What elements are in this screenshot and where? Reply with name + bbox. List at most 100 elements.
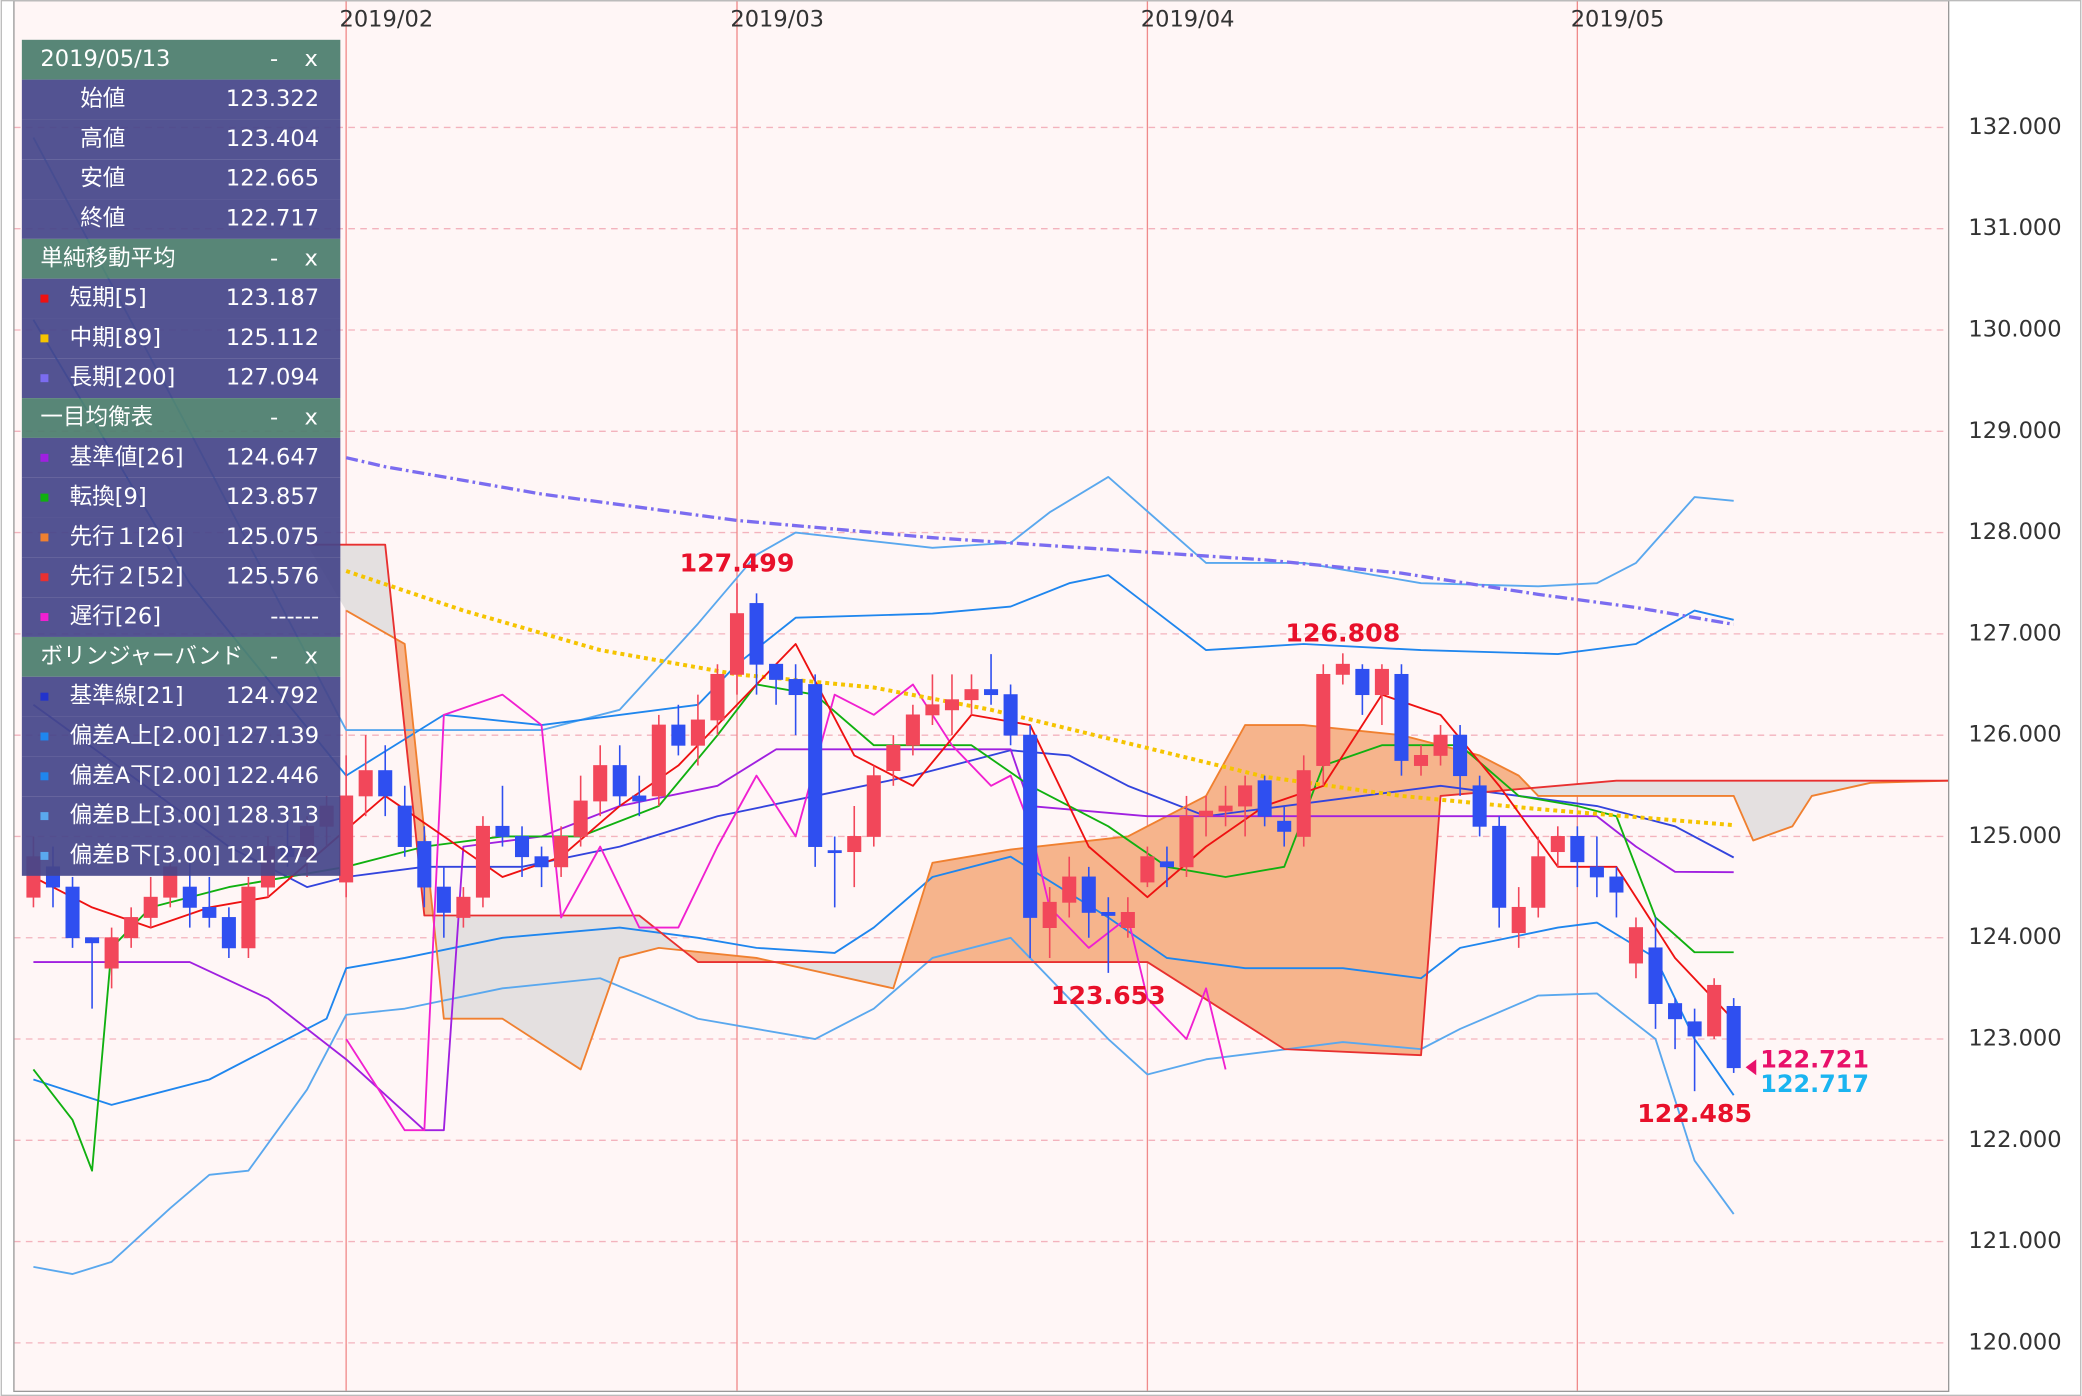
candle-body: [1003, 694, 1018, 736]
candle-body: [1511, 906, 1526, 934]
candle-body: [1472, 785, 1487, 827]
panel-close[interactable]: x: [305, 46, 318, 72]
panel-minimize[interactable]: -: [270, 643, 278, 669]
candle-body: [397, 805, 412, 847]
panel-row-label: 高値: [80, 126, 125, 152]
candle-body: [1570, 836, 1585, 863]
panel-header-title: 単純移動平均: [40, 245, 175, 271]
y-tick-label: 132.000: [1968, 114, 2061, 140]
candle-body: [1062, 876, 1077, 903]
legend-swatch: [40, 573, 49, 582]
panel-row-value: 125.075: [226, 524, 319, 550]
candle-body: [1081, 876, 1096, 913]
legend-swatch: [40, 294, 49, 303]
panel-minimize[interactable]: -: [270, 245, 278, 271]
panel-row-label: 中期[89]: [70, 325, 161, 351]
candle-body: [514, 836, 530, 858]
candle-body: [964, 689, 979, 701]
legend-swatch: [40, 334, 49, 343]
indicator-line: [33, 855, 1735, 1106]
panel-row-label: 偏差B下[3.00]: [70, 842, 221, 868]
panel-row: [21, 716, 341, 757]
candle-body: [671, 724, 686, 746]
candle-body: [1101, 912, 1116, 916]
candle-body: [143, 896, 158, 918]
legend-swatch: [40, 374, 49, 383]
candle-body: [417, 841, 432, 888]
panel-row-value: 122.717: [226, 205, 319, 231]
y-tick-label: 131.000: [1968, 215, 2061, 241]
legend-swatch: [40, 851, 49, 860]
candle-body: [456, 896, 471, 918]
panel-row-value: 122.446: [226, 763, 319, 789]
panel-row-label: 偏差A上[2.00]: [70, 723, 221, 749]
legend-swatch: [40, 772, 49, 781]
candle-body: [1589, 866, 1604, 878]
candle-body: [1531, 856, 1546, 908]
candle-body: [690, 719, 705, 746]
candle-body: [729, 613, 745, 675]
candle-body: [710, 673, 725, 721]
legend-swatch: [40, 692, 49, 701]
candle-body: [1453, 734, 1468, 777]
candle-body: [378, 770, 393, 797]
candle-body: [1179, 815, 1194, 868]
y-tick-label: 123.000: [1968, 1026, 2061, 1052]
candle-body: [1218, 805, 1233, 812]
legend-swatch: [40, 613, 49, 622]
panel-row-label: 遅行[26]: [70, 604, 161, 630]
panel-minimize[interactable]: -: [270, 405, 278, 431]
panel-row-value: ------: [270, 604, 319, 630]
candle-body: [1120, 912, 1135, 928]
panel-header-title: ボリンジャーバンド: [40, 643, 243, 669]
price-marker-label: 122.721: [1760, 1046, 1869, 1074]
candle-body: [475, 825, 490, 898]
candle-body: [1628, 927, 1644, 964]
panel-close[interactable]: x: [305, 405, 318, 431]
panel-row: [21, 676, 341, 717]
panel-row: [21, 836, 341, 876]
legend-swatch: [40, 533, 49, 542]
panel-minimize[interactable]: -: [270, 46, 278, 72]
panel-row-value: 124.647: [226, 444, 319, 470]
panel-row: [21, 278, 341, 319]
panel-row: [21, 796, 341, 837]
indicator-line: [345, 609, 1949, 1071]
candle-body: [1687, 1021, 1702, 1037]
panel-close[interactable]: x: [305, 643, 318, 669]
panel-row-value: 122.665: [226, 166, 319, 192]
indicator-line: [32, 683, 1734, 1172]
candle-body: [1316, 673, 1331, 766]
panel-row-label: 転換[9]: [70, 484, 147, 510]
candle-body: [339, 795, 354, 883]
candle-body: [221, 917, 236, 949]
candle-body: [1140, 856, 1155, 883]
panel-row: [21, 159, 341, 200]
panel-row-label: 先行１[26]: [70, 524, 184, 550]
panel-row-label: 終値: [80, 205, 125, 231]
legend-swatch: [40, 453, 49, 462]
panel-row: [21, 318, 341, 359]
panel-row: [21, 517, 341, 558]
candle-body: [1648, 947, 1663, 1004]
candle-body: [866, 775, 881, 837]
panel-row: [21, 557, 341, 598]
panel-close[interactable]: x: [305, 245, 318, 271]
cloud-down: [307, 544, 1949, 1070]
panel-row: [21, 358, 341, 399]
indicator-line: [33, 748, 1734, 1132]
y-tick-label: 128.000: [1968, 519, 2061, 545]
panel-row: [21, 119, 341, 160]
panel-row-value: 127.094: [226, 365, 319, 391]
panel-row: [21, 79, 341, 120]
price-marker-label: 122.717: [1760, 1070, 1869, 1098]
legend-swatch: [40, 493, 49, 502]
price-pointer: [1745, 1059, 1757, 1076]
price-annotation: 123.653: [1051, 981, 1166, 1010]
candle-body: [886, 744, 901, 772]
y-tick-label: 129.000: [1968, 418, 2061, 444]
y-tick-label: 121.000: [1968, 1228, 2061, 1254]
candle-body: [534, 856, 549, 868]
x-tick-label: 2019/03: [730, 6, 824, 32]
panel-row: [21, 437, 341, 478]
